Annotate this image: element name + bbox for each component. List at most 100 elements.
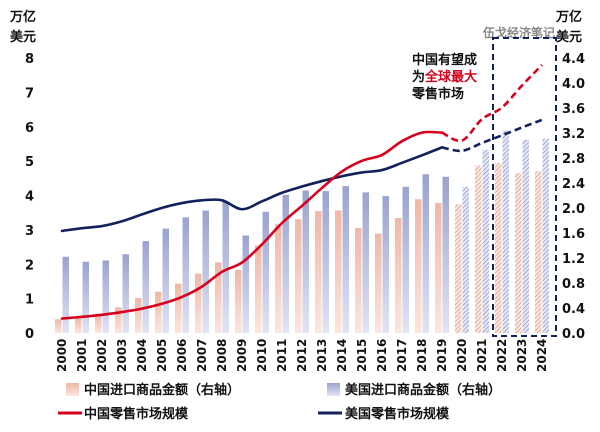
right-tick-label: 4.0	[562, 77, 585, 92]
bar-cn-imports	[315, 211, 322, 333]
left-tick-label: 7	[25, 86, 34, 101]
bar-cn-imports	[55, 319, 62, 333]
bar-us-imports	[142, 241, 149, 333]
left-axis-unit-line2: 美元	[10, 29, 36, 45]
right-tick-label: 2.8	[562, 152, 585, 167]
right-tick-label: 1.2	[562, 252, 585, 267]
left-tick-label: 3	[25, 224, 34, 239]
bar-us-imports	[442, 176, 449, 333]
bar-cn-imports	[395, 218, 402, 333]
left-tick-label: 4	[25, 190, 34, 205]
x-tick-label: 2000	[55, 339, 69, 372]
legend-swatch-us-imports	[327, 383, 340, 396]
bar-cn-imports	[475, 165, 482, 333]
bar-us-imports	[462, 186, 469, 333]
x-axis-ticks: 2000 2001 2002 2003 2004 2005 2006 2007 2008 2009…	[55, 339, 549, 372]
line-cn-retail	[60, 130, 444, 320]
x-tick-label: 2009	[235, 339, 249, 372]
right-axis-ticks: 0.0 0.4 0.8 1.2 1.6 2.0 2.4 2.8 3.2 3.6 4.0 4.4	[562, 52, 585, 342]
x-tick-label: 2007	[195, 339, 209, 372]
bar-cn-imports	[335, 210, 342, 333]
bar-us-imports	[342, 186, 349, 333]
bar-us-imports	[122, 254, 129, 333]
legend-label-cn-imports: 中国进口商品金额（右轴）	[84, 382, 240, 398]
bar-us-imports	[482, 149, 489, 333]
bar-us-imports	[362, 192, 369, 333]
annotation-line1: 中国有望成	[412, 52, 477, 68]
legend-label-us-retail: 美国零售市场规模	[345, 406, 450, 422]
x-tick-label: 2013	[315, 339, 329, 372]
bar-cn-imports	[195, 273, 202, 333]
bar-cn-imports	[295, 219, 302, 333]
x-tick-label: 2005	[155, 339, 169, 372]
x-tick-label: 2021	[475, 339, 489, 372]
bar-us-imports	[382, 196, 389, 333]
bar-cn-imports	[355, 228, 362, 333]
line-us-retail	[60, 146, 444, 233]
bar-cn-imports	[495, 163, 502, 333]
right-tick-label: 2.4	[562, 177, 585, 192]
right-axis-unit-line2: 美元	[556, 29, 582, 45]
x-tick-label: 2008	[215, 339, 229, 372]
bar-cn-imports	[235, 269, 242, 333]
x-tick-label: 2006	[175, 339, 189, 372]
right-tick-label: 0.0	[562, 327, 585, 342]
legend-label-us-imports: 美国进口商品金额（右轴）	[345, 382, 501, 398]
right-tick-label: 2.0	[562, 202, 585, 217]
line-series	[60, 63, 543, 320]
right-axis-unit-line1: 万亿	[555, 9, 582, 25]
bar-cn-imports	[415, 199, 422, 333]
x-tick-label: 2015	[355, 339, 369, 372]
bar-cn-imports	[535, 171, 542, 333]
annotation-line2-prefix: 为	[412, 69, 425, 85]
x-tick-label: 2023	[515, 339, 529, 372]
bar-us-imports	[242, 235, 249, 333]
left-tick-label: 8	[25, 52, 34, 67]
bar-cn-imports	[215, 262, 222, 333]
left-tick-label: 1	[25, 293, 34, 308]
bar-us-imports	[282, 194, 289, 333]
bar-cn-imports	[275, 224, 282, 333]
x-tick-label: 2003	[115, 339, 129, 372]
x-tick-label: 2010	[255, 339, 269, 372]
annotation-line2: 为全球最大	[412, 69, 477, 85]
bar-cn-imports	[175, 283, 182, 333]
bar-cn-imports	[135, 298, 142, 333]
bar-us-imports	[502, 130, 509, 333]
legend-label-cn-retail: 中国零售市场规模	[84, 406, 189, 422]
x-tick-label: 2024	[535, 339, 549, 372]
x-tick-label: 2002	[95, 339, 109, 372]
left-tick-label: 5	[25, 155, 34, 170]
left-tick-label: 0	[25, 327, 34, 342]
bar-us-imports	[62, 256, 69, 333]
bar-cn-imports	[375, 233, 382, 333]
bar-us-imports	[222, 201, 229, 333]
annotation-line3: 零售市场	[411, 86, 464, 102]
bar-us-imports	[302, 190, 309, 333]
right-tick-label: 3.2	[562, 127, 585, 142]
x-tick-label: 2019	[435, 339, 449, 372]
left-tick-label: 2	[25, 258, 34, 273]
x-tick-label: 2011	[275, 339, 289, 372]
bar-cn-imports	[435, 203, 442, 333]
legend-swatch-cn-imports	[66, 383, 79, 396]
watermark-text: 伍戈经济笔记	[482, 25, 555, 40]
bar-us-imports	[422, 174, 429, 333]
right-tick-label: 0.4	[562, 302, 585, 317]
left-axis-unit-line1: 万亿	[9, 9, 36, 25]
legend: 中国进口商品金额（右轴） 美国进口商品金额（右轴） 中国零售市场规模 美国零售市…	[58, 382, 501, 422]
bar-us-imports	[82, 261, 89, 333]
right-tick-label: 1.6	[562, 227, 585, 242]
bar-us-imports	[262, 211, 269, 333]
x-tick-label: 2018	[415, 339, 429, 372]
bar-us-imports	[162, 228, 169, 333]
bar-cn-imports	[455, 204, 462, 333]
left-axis-ticks: 0 1 2 3 4 5 6 7 8	[25, 52, 34, 342]
x-tick-label: 2012	[295, 339, 309, 372]
right-tick-label: 4.4	[562, 52, 585, 67]
bar-us-imports	[542, 138, 549, 333]
x-tick-label: 2020	[455, 339, 469, 372]
bar-cn-imports	[155, 291, 162, 333]
x-tick-label: 2016	[375, 339, 389, 372]
